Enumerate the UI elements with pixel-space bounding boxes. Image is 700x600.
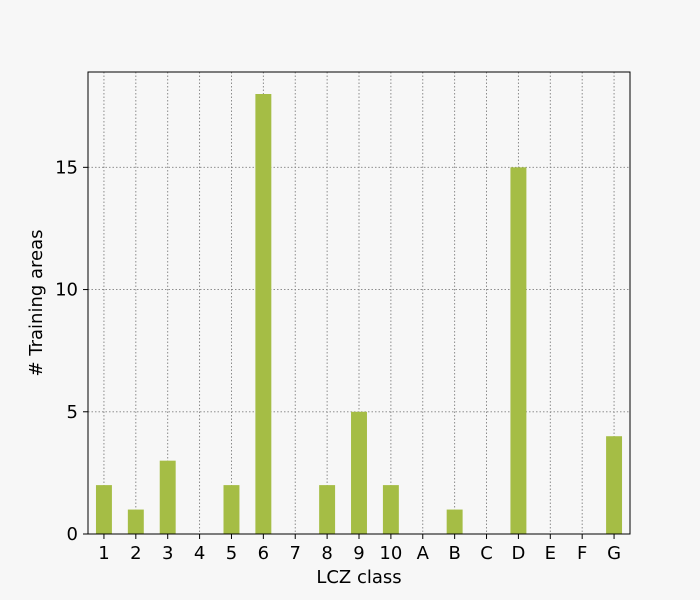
x-tick-label-G: G	[607, 543, 621, 564]
x-tick-label-B: B	[448, 543, 460, 564]
bar-1	[95, 485, 112, 534]
y-tick-label-0: 0	[67, 524, 78, 545]
bar-6	[255, 94, 272, 534]
x-tick-label-A: A	[417, 543, 430, 564]
x-tick-label-F: F	[577, 543, 587, 564]
bar-B	[446, 509, 463, 534]
x-tick-label-2: 2	[130, 543, 141, 564]
bar-D	[510, 167, 527, 535]
bar-3	[159, 460, 176, 534]
bar-5	[223, 485, 240, 534]
y-tick-label-5: 5	[67, 402, 78, 423]
x-tick-label-10: 10	[379, 543, 402, 564]
bar-10	[382, 485, 399, 534]
bars	[95, 94, 623, 535]
x-tick-label-D: D	[511, 543, 525, 564]
x-tick-label-C: C	[480, 543, 493, 564]
x-tick-label-E: E	[545, 543, 556, 564]
bar-9	[351, 411, 367, 534]
x-tick-label-6: 6	[258, 543, 269, 564]
x-tick-label-1: 1	[98, 543, 109, 564]
x-tick-label-4: 4	[194, 543, 205, 564]
y-tick-label-10: 10	[55, 280, 78, 301]
x-tick-label-9: 9	[353, 543, 364, 564]
x-axis-label: LCZ class	[316, 567, 401, 588]
bar-8	[319, 485, 336, 534]
bar-G	[606, 436, 623, 534]
y-tick-label-15: 15	[55, 157, 78, 178]
x-tick-label-5: 5	[226, 543, 237, 564]
x-tick-label-3: 3	[162, 543, 173, 564]
x-tick-label-8: 8	[321, 543, 332, 564]
bar-2	[127, 509, 144, 534]
x-tick-label-7: 7	[290, 543, 301, 564]
y-axis-label: # Training areas	[26, 229, 47, 376]
